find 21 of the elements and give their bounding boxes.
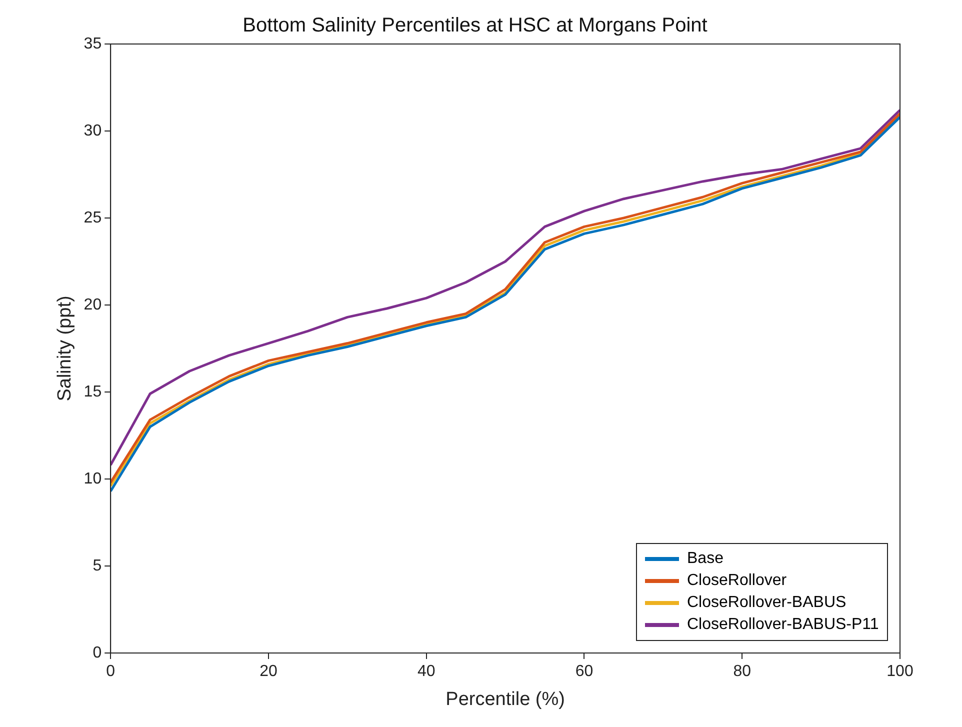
y-axis-title: Salinity (ppt): [54, 296, 76, 402]
y-tick-label: 0: [92, 644, 102, 662]
y-tick-label: 20: [84, 296, 102, 314]
y-tick-label: 10: [84, 470, 102, 488]
legend-label: Base: [687, 550, 724, 568]
legend-label: CloseRollover: [687, 572, 787, 590]
x-tick-label: 40: [417, 663, 436, 680]
y-tick-label: 5: [92, 557, 102, 574]
x-tick-label: 20: [260, 663, 278, 680]
y-tick-label: 25: [84, 209, 102, 226]
x-tick-label: 100: [886, 663, 914, 680]
chart-title: Bottom Salinity Percentiles at HSC at Morgans Point: [242, 14, 708, 37]
x-tick-label: 0: [106, 663, 116, 680]
legend-label: CloseRollover-BABUS: [687, 594, 846, 612]
y-tick-label: 35: [84, 35, 102, 52]
legend-label: CloseRollover-BABUS-P11: [687, 616, 879, 634]
x-tick-label: 80: [733, 663, 752, 680]
x-axis-title: Percentile (%): [446, 688, 565, 710]
y-tick-label: 15: [84, 383, 102, 400]
x-tick-label: 60: [575, 663, 594, 680]
y-tick-label: 30: [84, 122, 102, 140]
